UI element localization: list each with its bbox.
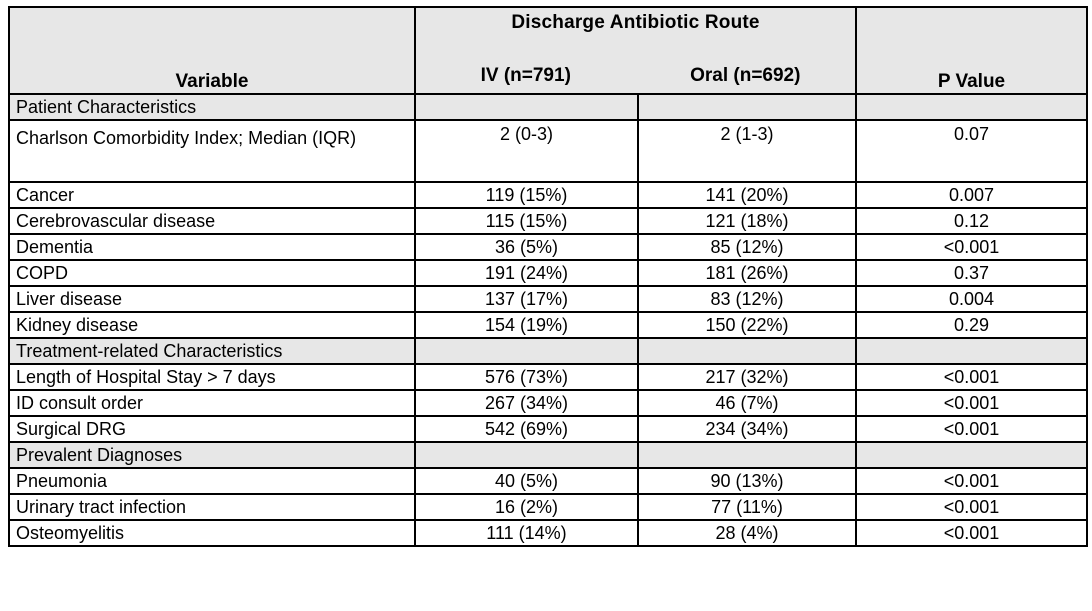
cell-variable: ID consult order <box>8 389 416 417</box>
cell-iv-value: 36 (5%) <box>414 233 639 261</box>
cell-iv-value: 267 (34%) <box>414 389 639 417</box>
table-row: Surgical DRG 542 (69%) 234 (34%) <0.001 <box>8 415 1089 443</box>
cell-iv-value: 40 (5%) <box>414 467 639 495</box>
section-empty-cell <box>855 337 1089 365</box>
section-empty-cell <box>414 441 639 469</box>
table-row: Kidney disease 154 (19%) 150 (22%) 0.29 <box>8 311 1089 339</box>
cell-oral-value: 77 (11%) <box>636 493 858 521</box>
cell-p-value: <0.001 <box>855 233 1089 261</box>
table-row: Pneumonia 40 (5%) 90 (13%) <0.001 <box>8 467 1089 495</box>
section-row-treatment-characteristics: Treatment-related Characteristics <box>8 337 1089 365</box>
column-header-p-value: P Value <box>855 6 1089 95</box>
column-header-variable: Variable <box>8 6 416 95</box>
cell-p-value: <0.001 <box>855 519 1089 547</box>
cell-oral-value: 90 (13%) <box>636 467 858 495</box>
cell-variable: Cerebrovascular disease <box>8 207 416 235</box>
section-title: Prevalent Diagnoses <box>8 441 416 469</box>
cell-oral-value: 234 (34%) <box>636 415 858 443</box>
cell-variable: Urinary tract infection <box>8 493 416 521</box>
column-group-discharge-route: Discharge Antibiotic Route IV (n=791) Or… <box>413 6 858 95</box>
cell-oral-value: 181 (26%) <box>636 259 858 287</box>
cell-oral-value: 83 (12%) <box>636 285 858 313</box>
table-row: ID consult order 267 (34%) 46 (7%) <0.00… <box>8 389 1089 417</box>
table-row: Cancer 119 (15%) 141 (20%) 0.007 <box>8 181 1089 209</box>
cell-oral-value: 217 (32%) <box>636 363 858 391</box>
column-group-inner: Discharge Antibiotic Route IV (n=791) Or… <box>417 9 854 92</box>
section-title: Patient Characteristics <box>8 93 416 121</box>
section-empty-cell <box>414 337 639 365</box>
cell-variable: Dementia <box>8 233 416 261</box>
cell-oral-value: 150 (22%) <box>636 311 858 339</box>
cell-iv-value: 137 (17%) <box>414 285 639 313</box>
cell-oral-value: 121 (18%) <box>636 207 858 235</box>
table-row: Length of Hospital Stay > 7 days 576 (73… <box>8 363 1089 391</box>
cell-oral-value: 28 (4%) <box>636 519 858 547</box>
column-header-oral: Oral (n=692) <box>690 65 801 86</box>
cell-iv-value: 542 (69%) <box>414 415 639 443</box>
section-empty-cell <box>855 441 1089 469</box>
cell-p-value: <0.001 <box>855 389 1089 417</box>
variable-label: Charlson Comorbidity Index; Median (IQR) <box>16 128 357 148</box>
table-row: Dementia 36 (5%) 85 (12%) <0.001 <box>8 233 1089 261</box>
cell-variable: Charlson Comorbidity Index; Median (IQR) <box>8 119 416 183</box>
column-header-iv: IV (n=791) <box>480 65 571 86</box>
cell-p-value: 0.004 <box>855 285 1089 313</box>
section-empty-cell <box>636 93 858 121</box>
cell-variable: Liver disease <box>8 285 416 313</box>
cell-p-value: 0.07 <box>855 119 1089 183</box>
cell-oral-value: 141 (20%) <box>636 181 858 209</box>
cell-p-value: <0.001 <box>855 493 1089 521</box>
section-row-patient-characteristics: Patient Characteristics <box>8 93 1089 121</box>
cell-p-value: 0.007 <box>855 181 1089 209</box>
cell-p-value: 0.37 <box>855 259 1089 287</box>
cell-variable: COPD <box>8 259 416 287</box>
table-header-row: Variable Discharge Antibiotic Route IV (… <box>8 6 1089 95</box>
cell-p-value: 0.29 <box>855 311 1089 339</box>
table-row: Liver disease 137 (17%) 83 (12%) 0.004 <box>8 285 1089 313</box>
section-empty-cell <box>636 441 858 469</box>
section-title: Treatment-related Characteristics <box>8 337 416 365</box>
cell-variable: Cancer <box>8 181 416 209</box>
cell-p-value: <0.001 <box>855 415 1089 443</box>
table-row: Osteomyelitis 111 (14%) 28 (4%) <0.001 <box>8 519 1089 547</box>
group-header-label: Discharge Antibiotic Route <box>511 12 760 33</box>
cell-iv-value: 115 (15%) <box>414 207 639 235</box>
cell-variable: Osteomyelitis <box>8 519 416 547</box>
section-row-prevalent-diagnoses: Prevalent Diagnoses <box>8 441 1089 469</box>
antibiotic-route-comparison-table: Variable Discharge Antibiotic Route IV (… <box>8 6 1089 547</box>
cell-iv-value: 191 (24%) <box>414 259 639 287</box>
section-empty-cell <box>636 337 858 365</box>
cell-oral-value: 85 (12%) <box>636 233 858 261</box>
table-row: COPD 191 (24%) 181 (26%) 0.37 <box>8 259 1089 287</box>
cell-iv-value: 576 (73%) <box>414 363 639 391</box>
cell-p-value: <0.001 <box>855 467 1089 495</box>
table-row: Charlson Comorbidity Index; Median (IQR)… <box>8 119 1089 183</box>
cell-variable: Surgical DRG <box>8 415 416 443</box>
section-empty-cell <box>414 93 639 121</box>
sub-column-headers: IV (n=791) Oral (n=692) <box>417 65 854 87</box>
cell-variable: Pneumonia <box>8 467 416 495</box>
table-row: Urinary tract infection 16 (2%) 77 (11%)… <box>8 493 1089 521</box>
cell-p-value: <0.001 <box>855 363 1089 391</box>
cell-variable: Length of Hospital Stay > 7 days <box>8 363 416 391</box>
cell-iv-value: 154 (19%) <box>414 311 639 339</box>
cell-oral-value: 2 (1-3) <box>636 119 858 183</box>
cell-variable: Kidney disease <box>8 311 416 339</box>
cell-oral-value: 46 (7%) <box>636 389 858 417</box>
table-row: Cerebrovascular disease 115 (15%) 121 (1… <box>8 207 1089 235</box>
section-empty-cell <box>855 93 1089 121</box>
cell-p-value: 0.12 <box>855 207 1089 235</box>
cell-iv-value: 119 (15%) <box>414 181 639 209</box>
cell-iv-value: 16 (2%) <box>414 493 639 521</box>
cell-iv-value: 2 (0-3) <box>414 119 639 183</box>
cell-iv-value: 111 (14%) <box>414 519 639 547</box>
